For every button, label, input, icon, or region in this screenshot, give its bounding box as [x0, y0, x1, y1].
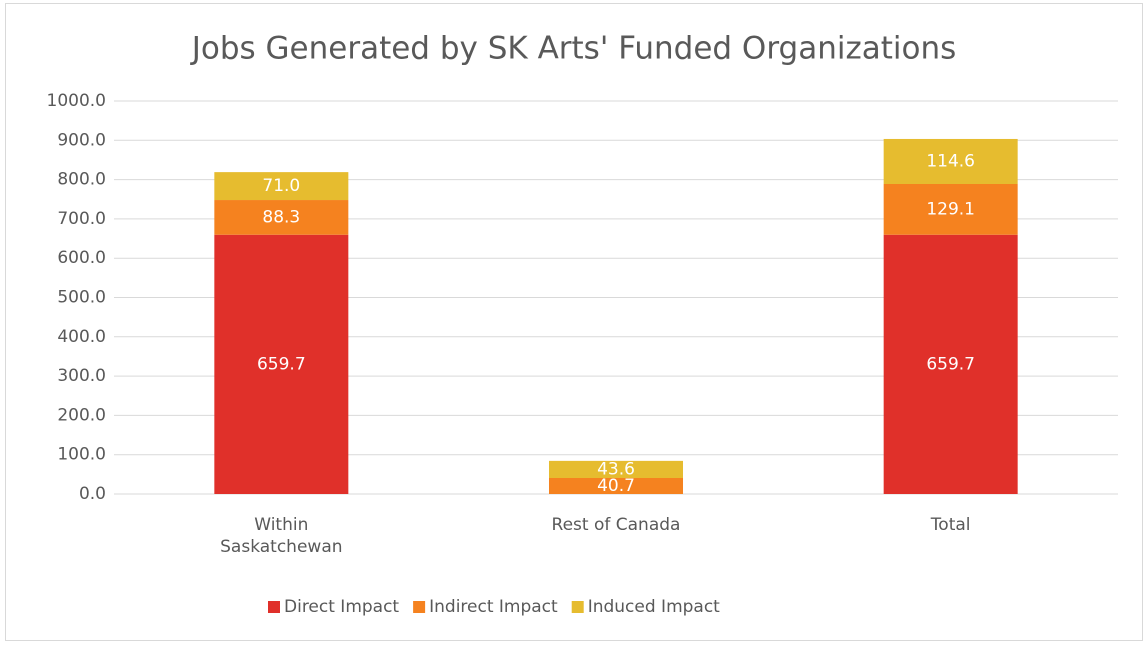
data-label: 88.3: [262, 207, 300, 227]
data-label: 43.6: [597, 459, 635, 479]
legend-swatch: [413, 601, 426, 613]
x-tick-label: Rest of Canada: [551, 515, 681, 535]
bar-segment: [883, 184, 1018, 235]
data-label: 71.0: [262, 176, 300, 196]
y-tick-label: 1000.0: [47, 91, 106, 111]
legend-swatch: [571, 601, 584, 613]
data-label: 659.7: [257, 354, 306, 374]
bar-segment: [549, 460, 683, 479]
y-tick-label: 100.0: [57, 445, 106, 465]
y-tick-label: 500.0: [57, 288, 106, 308]
x-tick-label: Total: [930, 515, 971, 535]
x-tick-label: Within Saskatchewan: [220, 515, 343, 557]
legend-label: Direct Impact: [284, 597, 399, 617]
bar-segment: [549, 478, 683, 494]
y-tick-label: 0.0: [79, 484, 106, 504]
bar-segment: [883, 234, 1018, 494]
bar-segment: [214, 234, 349, 494]
data-label: 129.1: [926, 199, 975, 219]
y-tick-label: 200.0: [57, 405, 106, 425]
y-tick-label: 600.0: [57, 248, 106, 268]
legend-swatch: [268, 601, 280, 613]
bar-segment: [214, 172, 349, 201]
legend-label: Indirect Impact: [429, 597, 558, 617]
legend-label: Induced Impact: [588, 597, 720, 617]
y-tick-label: 300.0: [57, 366, 106, 386]
data-label: 40.7: [597, 476, 635, 496]
bar-segment: [883, 138, 1018, 185]
data-label: 659.7: [926, 354, 975, 374]
y-tick-label: 900.0: [57, 130, 106, 150]
y-tick-label: 800.0: [57, 170, 106, 190]
y-tick-label: 400.0: [57, 327, 106, 347]
data-label: 114.6: [926, 151, 975, 171]
bar-segment: [214, 200, 349, 235]
y-tick-label: 700.0: [57, 209, 106, 229]
chart-title: Jobs Generated by SK Arts' Funded Organi…: [190, 31, 957, 67]
